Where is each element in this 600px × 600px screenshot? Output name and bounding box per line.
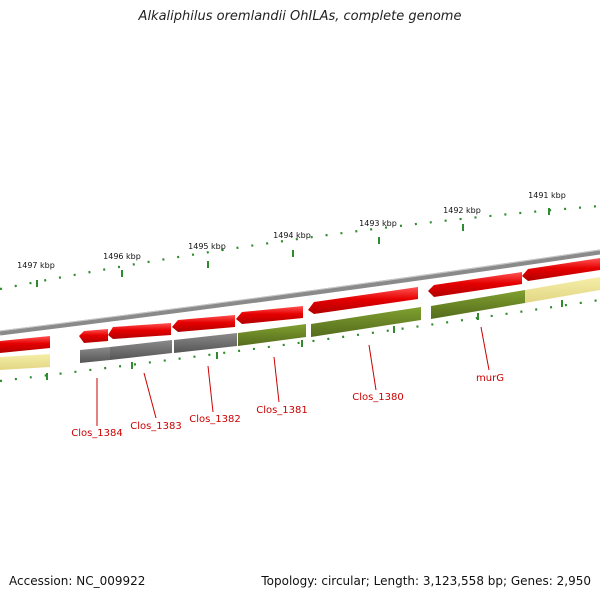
- ruler-label-1496: 1496 kbp: [103, 252, 141, 261]
- cog-band: [0, 277, 600, 370]
- leader-line: [368, 344, 377, 391]
- label-leaders: [96, 326, 490, 426]
- gene-label-murg: murG: [476, 373, 504, 384]
- inner-ruler: [0, 298, 600, 383]
- gene-arrow: [172, 315, 235, 332]
- cog-block-yellow: [0, 354, 50, 370]
- gene-label-clos1381: Clos_1381: [256, 405, 308, 416]
- ruler-label-1491: 1491 kbp: [528, 191, 566, 200]
- ruler-label-1492: 1492 kbp: [443, 206, 481, 215]
- gene-arrow: [522, 258, 600, 281]
- outer-ruler: [0, 204, 600, 291]
- gene-arrow: [108, 323, 171, 339]
- backbone-circle: [0, 249, 600, 336]
- gene-label-clos1380: Clos_1380: [352, 392, 404, 403]
- cog-block-gray: [80, 347, 110, 363]
- accession-text: Accession: NC_009922: [9, 574, 146, 588]
- cog-block-gray: [174, 333, 237, 353]
- cog-block-green: [238, 324, 306, 346]
- backbone-highlight: [0, 249, 600, 332]
- leader-line: [143, 372, 157, 419]
- gene-label-clos1383: Clos_1383: [130, 421, 182, 432]
- ruler-label-1495: 1495 kbp: [188, 242, 226, 251]
- gene-arrow: [79, 329, 108, 343]
- gene-arrow: [236, 306, 303, 324]
- leader-line: [273, 356, 280, 403]
- genome-summary-text: Topology: circular; Length: 3,123,558 bp…: [261, 574, 591, 588]
- forward-strand-genes: [0, 258, 600, 353]
- gene-label-clos1384: Clos_1384: [71, 428, 123, 439]
- ruler-label-1493: 1493 kbp: [359, 219, 397, 228]
- leader-line: [480, 326, 490, 371]
- gene-arrow: [428, 272, 522, 297]
- gene-arrow: [0, 336, 50, 353]
- map-title: Alkaliphilus oremlandii OhILAs, complete…: [138, 9, 462, 24]
- cog-block-green: [311, 307, 421, 337]
- gene-label-clos1382: Clos_1382: [189, 414, 241, 425]
- gene-arrow: [308, 287, 418, 314]
- leader-line: [207, 365, 214, 413]
- cog-block-yellow: [525, 277, 600, 303]
- ruler-label-1497: 1497 kbp: [17, 261, 55, 270]
- cog-block-gray: [110, 340, 172, 360]
- ruler-label-1494: 1494 kbp: [273, 231, 311, 240]
- cog-block-green: [431, 290, 525, 319]
